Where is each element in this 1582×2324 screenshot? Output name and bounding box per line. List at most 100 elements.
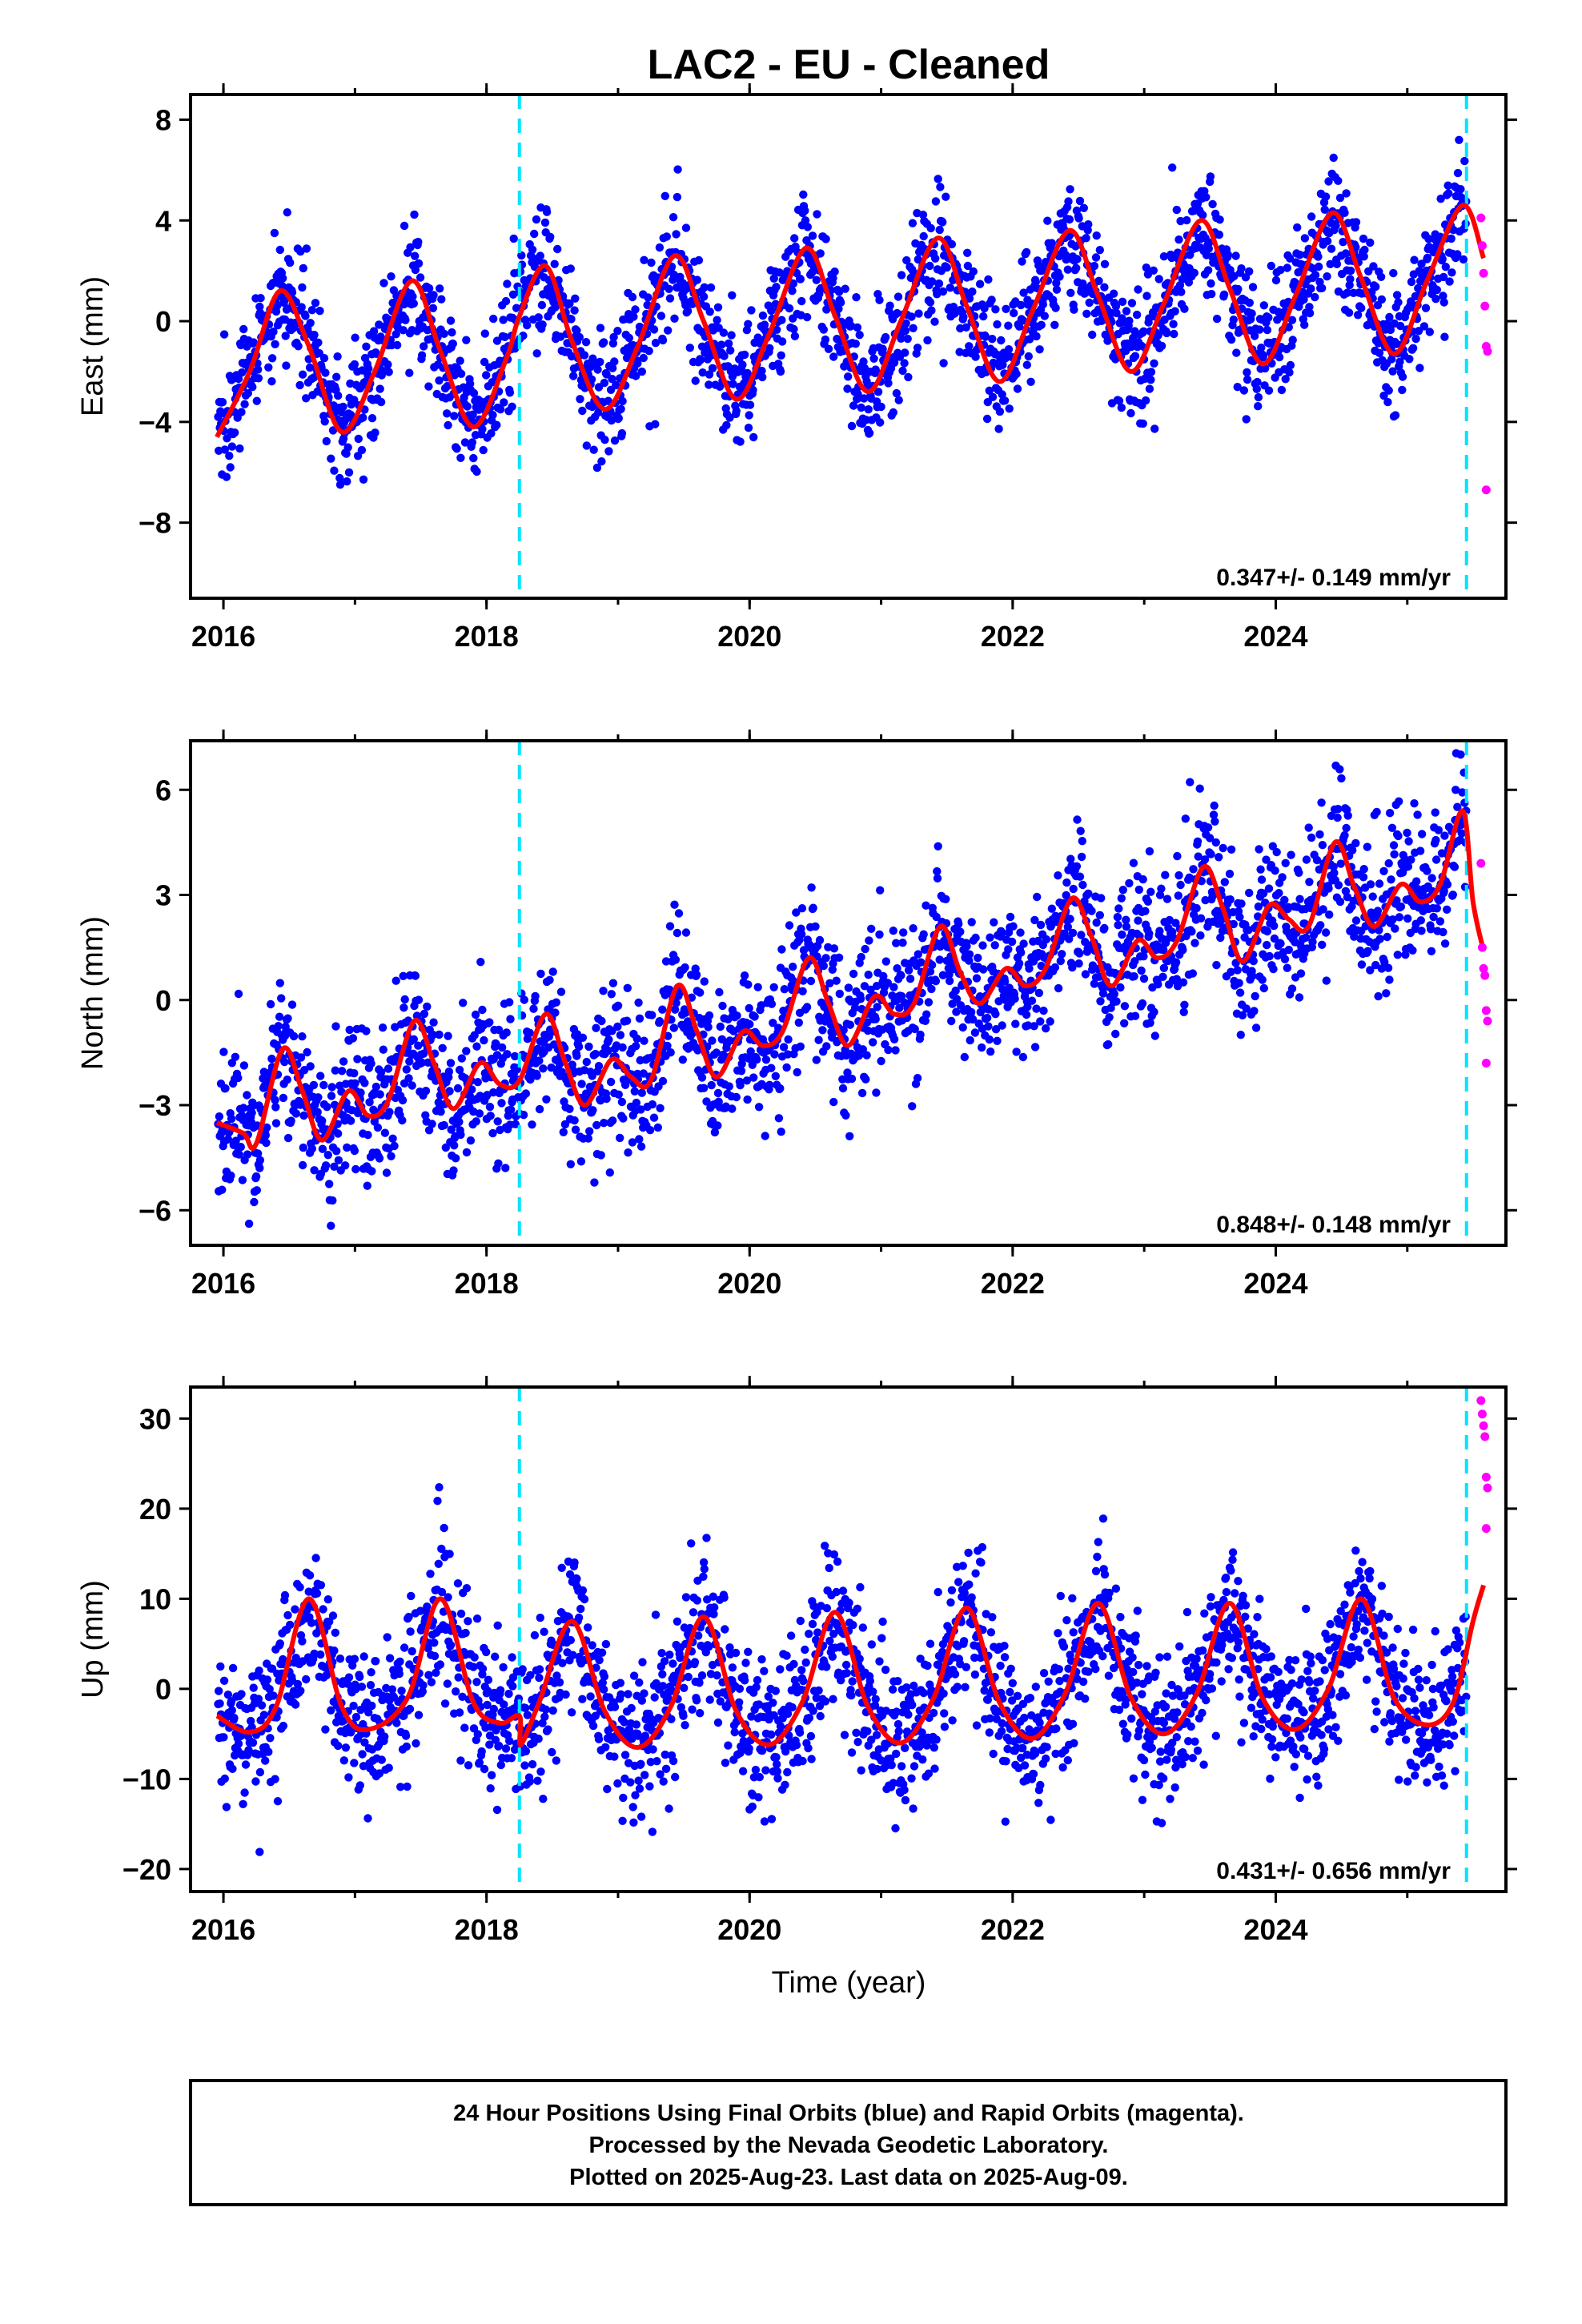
east-final-point — [1150, 359, 1158, 368]
east-final-point — [410, 210, 419, 219]
up-final-point — [392, 1719, 401, 1727]
east-final-point — [732, 407, 741, 416]
north-final-point — [552, 998, 560, 1007]
north-final-point — [1225, 870, 1235, 879]
north-final-point — [1456, 750, 1465, 759]
east-final-point — [1162, 328, 1171, 338]
east-final-point — [760, 320, 769, 329]
north-final-point — [1120, 1002, 1130, 1011]
north-final-point — [1359, 865, 1368, 874]
east-final-point — [575, 332, 584, 342]
up-final-point — [331, 1628, 339, 1638]
east-final-point — [1245, 298, 1255, 308]
east-final-point — [1320, 205, 1329, 214]
north-final-point — [990, 941, 999, 950]
north-final-point — [1073, 815, 1082, 824]
east-final-point — [1199, 211, 1207, 219]
east-final-point — [1066, 185, 1074, 194]
north-final-point — [360, 1079, 369, 1088]
north-final-point — [1033, 892, 1042, 902]
north-final-point — [1162, 895, 1172, 903]
east-final-point — [1223, 251, 1233, 259]
east-final-point — [962, 323, 971, 332]
east-final-point — [571, 294, 580, 303]
north-final-point — [681, 928, 691, 937]
east-final-point — [509, 234, 518, 243]
north-final-point — [1096, 997, 1105, 1006]
north-final-point — [1047, 904, 1057, 913]
east-final-point — [865, 428, 874, 437]
up-final-point — [305, 1571, 315, 1580]
north-final-point — [844, 983, 853, 992]
east-final-point — [362, 342, 371, 351]
east-final-point — [632, 372, 640, 380]
east-final-point — [1345, 280, 1354, 290]
east-rapid-point — [1481, 485, 1491, 495]
north-final-point — [1315, 830, 1324, 839]
north-final-point — [1342, 823, 1351, 833]
east-final-point — [938, 218, 947, 227]
east-final-point — [1359, 234, 1368, 243]
east-final-point — [821, 235, 830, 243]
east-final-point — [428, 304, 438, 312]
east-final-point — [1037, 320, 1046, 329]
north-final-point — [986, 1047, 995, 1056]
east-final-point — [405, 368, 414, 377]
east-final-point — [1323, 236, 1332, 246]
east-final-point — [969, 267, 978, 276]
east-final-point — [808, 231, 817, 240]
north-final-point — [1207, 850, 1215, 858]
north-final-point — [623, 983, 632, 993]
east-final-point — [566, 264, 575, 273]
east-rapid-point — [1479, 268, 1488, 278]
north-final-point — [822, 1042, 831, 1051]
north-final-point — [1192, 903, 1201, 913]
north-final-point — [608, 979, 618, 987]
north-final-point — [867, 924, 876, 934]
north-final-point — [604, 1035, 613, 1044]
east-final-point — [222, 472, 231, 481]
east-final-point — [1063, 265, 1073, 274]
north-final-point — [681, 963, 689, 972]
north-final-point — [665, 922, 675, 931]
north-final-point — [1074, 959, 1083, 968]
east-final-point — [479, 445, 488, 455]
east-final-point — [1323, 272, 1331, 281]
north-final-point — [307, 1144, 316, 1153]
north-final-point — [414, 995, 424, 1004]
east-final-point — [1377, 295, 1387, 304]
east-final-point — [416, 273, 425, 282]
up-final-point — [334, 1741, 343, 1751]
north-final-point — [970, 1028, 980, 1037]
north-final-point — [1138, 875, 1147, 884]
north-final-point — [1227, 845, 1236, 854]
east-final-point — [743, 368, 752, 378]
east-final-point — [631, 305, 640, 314]
east-final-point — [1441, 263, 1451, 271]
north-final-point — [767, 1063, 776, 1072]
north-final-point — [1417, 830, 1427, 838]
up-final-point — [366, 1681, 375, 1690]
east-final-point — [500, 332, 509, 341]
north-final-point — [1173, 851, 1182, 861]
east-final-point — [864, 405, 873, 414]
north-final-point — [390, 1141, 399, 1151]
up-final-point — [275, 1639, 284, 1648]
east-final-point — [581, 338, 591, 347]
east-final-point — [624, 333, 634, 343]
east-final-point — [1002, 304, 1010, 313]
north-final-point — [1007, 937, 1017, 947]
east-final-point — [343, 477, 351, 486]
east-final-point — [772, 283, 781, 292]
north-final-point — [1171, 958, 1181, 967]
east-final-point — [480, 357, 489, 367]
up-final-point — [269, 1691, 278, 1700]
east-final-point — [1360, 245, 1369, 255]
north-final-point — [656, 1104, 665, 1113]
up-final-point — [319, 1605, 327, 1614]
north-final-point — [1264, 884, 1274, 893]
east-final-point — [593, 365, 602, 374]
north-final-point — [471, 1010, 480, 1019]
north-final-point — [363, 1131, 372, 1140]
